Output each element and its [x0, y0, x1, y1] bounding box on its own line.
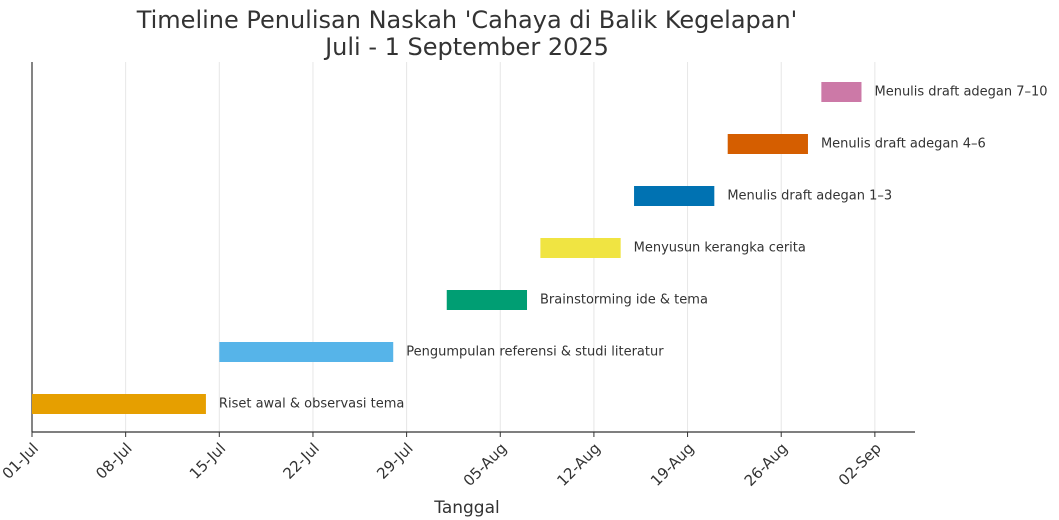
x-tick-label: 15-Jul — [186, 439, 229, 482]
x-axis-label: Tanggal — [433, 498, 500, 518]
x-tick-label: 08-Jul — [92, 439, 135, 482]
task-bar — [446, 290, 528, 310]
task-label: Menulis draft adegan 4–6 — [821, 137, 986, 152]
chart-title: Timeline Penulisan Naskah 'Cahaya di Bal… — [136, 6, 798, 34]
task-label: Menulis draft adegan 1–3 — [727, 189, 892, 204]
task-label: Pengumpulan referensi & studi literatur — [406, 345, 664, 360]
task-bar — [32, 394, 206, 414]
chart-subtitle: Juli - 1 September 2025 — [323, 33, 609, 61]
x-tick-label: 26-Aug — [741, 439, 792, 490]
task-bar — [540, 238, 621, 258]
x-tick-label: 05-Aug — [460, 439, 511, 490]
x-tick-label: 02-Sep — [835, 439, 885, 489]
task-bar — [634, 186, 715, 206]
task-label: Menulis draft adegan 7–10 — [874, 85, 1047, 100]
x-tick-label: 12-Aug — [553, 439, 604, 490]
task-bar — [821, 82, 862, 102]
x-tick-label: 01-Jul — [0, 439, 42, 482]
task-label: Riset awal & observasi tema — [219, 397, 404, 412]
task-label: Menyusun kerangka cerita — [634, 241, 806, 256]
x-tick-label: 29-Jul — [373, 439, 416, 482]
task-bar — [727, 134, 808, 154]
x-tick-label: 19-Aug — [647, 439, 698, 490]
x-tick-label: 22-Jul — [280, 439, 323, 482]
task-label: Brainstorming ide & tema — [540, 293, 708, 308]
task-bar — [219, 342, 394, 362]
